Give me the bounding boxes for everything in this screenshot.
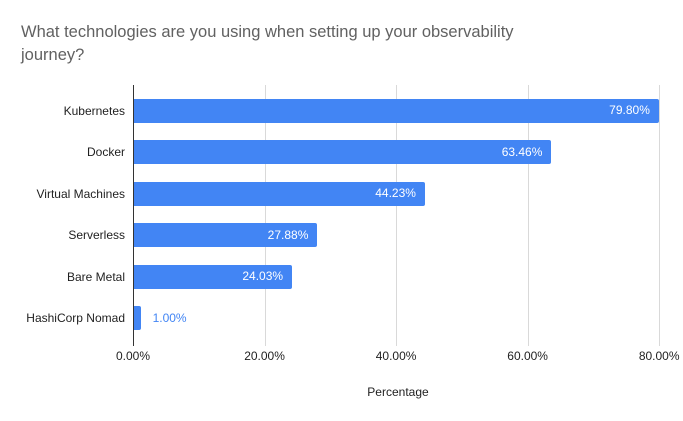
category-label: Kubernetes <box>63 103 125 118</box>
x-tick-label: 20.00% <box>244 349 285 363</box>
bar-value-label: 24.03% <box>242 269 284 283</box>
gridline <box>527 85 529 346</box>
bar <box>134 181 425 206</box>
bar-value-label: 27.88% <box>267 227 309 242</box>
x-tick-label: 40.00% <box>375 349 417 363</box>
gridline <box>264 85 266 346</box>
bar-value-label: 44.23% <box>375 186 416 200</box>
bar-value-label: 79.80% <box>609 103 650 117</box>
y-axis-line <box>133 85 134 346</box>
category-label: HashiCorp Nomad <box>26 311 125 325</box>
bar <box>134 98 659 123</box>
gridline <box>396 85 398 346</box>
category-label: Bare Metal <box>66 269 125 284</box>
chart-title: What technologies are you using when set… <box>21 23 514 64</box>
x-tick-label: 0.00% <box>115 349 151 363</box>
category-label: Serverless <box>68 228 125 242</box>
gridline <box>659 85 661 346</box>
bar <box>134 140 552 164</box>
bar <box>134 264 293 289</box>
bar-value-label: 1.00% <box>152 310 187 325</box>
category-label: Virtual Machines <box>36 186 126 201</box>
x-axis-title: Percentage <box>367 385 429 399</box>
bar-value-label: 63.46% <box>501 144 543 159</box>
category-label: Docker <box>86 145 125 159</box>
bar <box>134 306 141 330</box>
bar <box>134 223 318 247</box>
x-tick-label: 80.00% <box>638 349 680 363</box>
x-tick-label: 60.00% <box>507 349 548 363</box>
